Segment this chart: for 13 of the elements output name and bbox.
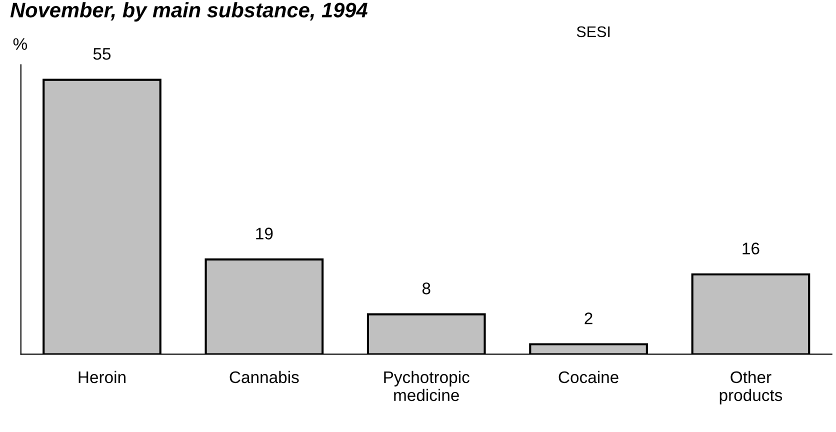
y-axis-title: %: [13, 38, 28, 50]
data-label: 19: [256, 228, 273, 240]
text: SESI: [576, 26, 610, 38]
x-tick-label: Cannabis: [230, 370, 299, 384]
x-tick-label: Heroin: [78, 370, 126, 384]
x-tick-label: Other products: [720, 370, 782, 404]
x-tick-label: Pychotropic medicine: [384, 370, 470, 402]
data-label: 16: [742, 242, 760, 254]
x-tick-label: Cocaine: [558, 370, 618, 384]
data-label: 2: [584, 312, 592, 324]
chart-title: November, by main substance, 1994: [10, 2, 368, 22]
data-label: 8: [422, 282, 430, 294]
data-label: 55: [93, 48, 111, 60]
